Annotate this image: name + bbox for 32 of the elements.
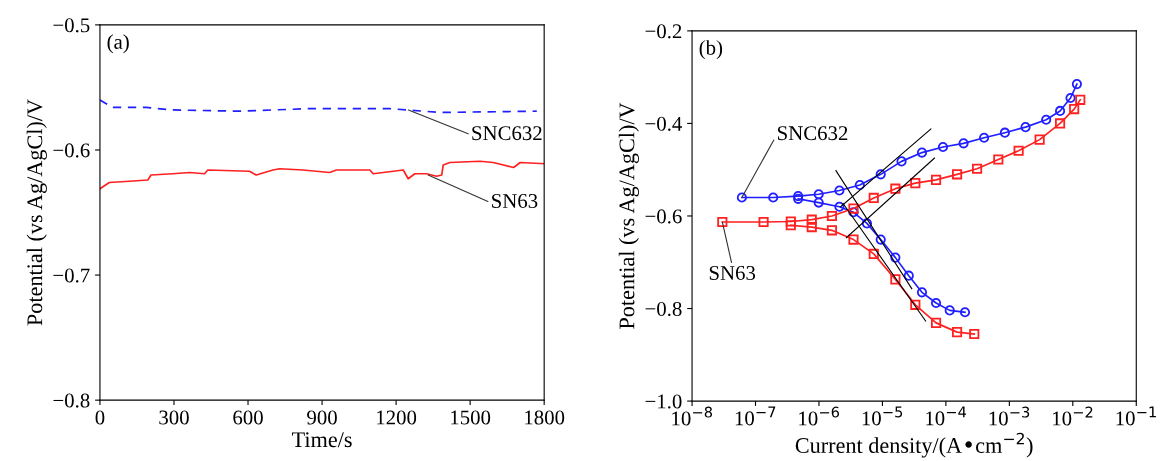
x-tick-label: 10$^{−2}$ (1053, 406, 1093, 426)
y-tick-label: −0.4 (645, 116, 682, 131)
y-tick-label: −0.6 (53, 143, 90, 158)
annotation: SN63 (492, 193, 538, 208)
x-tick-label: 10$^{−1}$ (1116, 406, 1156, 426)
y-tick-label: −0.2 (645, 24, 682, 39)
y-tick-label: −0.7 (53, 268, 90, 283)
x-tick-label: 10$^{−4}$ (926, 406, 967, 426)
y-axis-title: Potential (vs Ag/AgCl)/V (26, 99, 47, 326)
x-tick-label: 1200 (377, 410, 417, 425)
x-tick-label: 10$^{−5}$ (862, 406, 903, 426)
y-tick-label: −0.8 (645, 301, 682, 317)
annotation: SN63 (709, 265, 756, 280)
x-tick-label: 10$^{−6}$ (799, 406, 840, 426)
x-axis-title: Time/s (291, 432, 352, 448)
x-tick-label: 900 (307, 410, 337, 425)
x-axis-title: Current density/(A•cm$^{−2}$) (795, 432, 1033, 458)
x-tick-label: 10$^{−3}$ (989, 406, 1030, 426)
y-tick-label: −0.6 (645, 209, 682, 224)
x-tick-label: 10$^{−7}$ (735, 406, 776, 426)
y-tick-label: −0.8 (53, 393, 90, 408)
chart-title: (b) (699, 40, 723, 60)
x-tick-label: 600 (233, 410, 263, 425)
chart-title: (a) (107, 34, 129, 54)
annotation: SNC632 (472, 126, 542, 141)
y-axis-title: Potential (vs Ag/AgCl)/V (618, 102, 639, 329)
y-tick-label: −0.5 (53, 18, 90, 33)
x-tick-label: 0 (95, 410, 105, 425)
x-tick-label: 300 (159, 410, 189, 425)
annotation: SNC632 (778, 126, 848, 141)
x-tick-label: 1800 (525, 410, 565, 425)
x-tick-label: 1500 (451, 410, 491, 425)
